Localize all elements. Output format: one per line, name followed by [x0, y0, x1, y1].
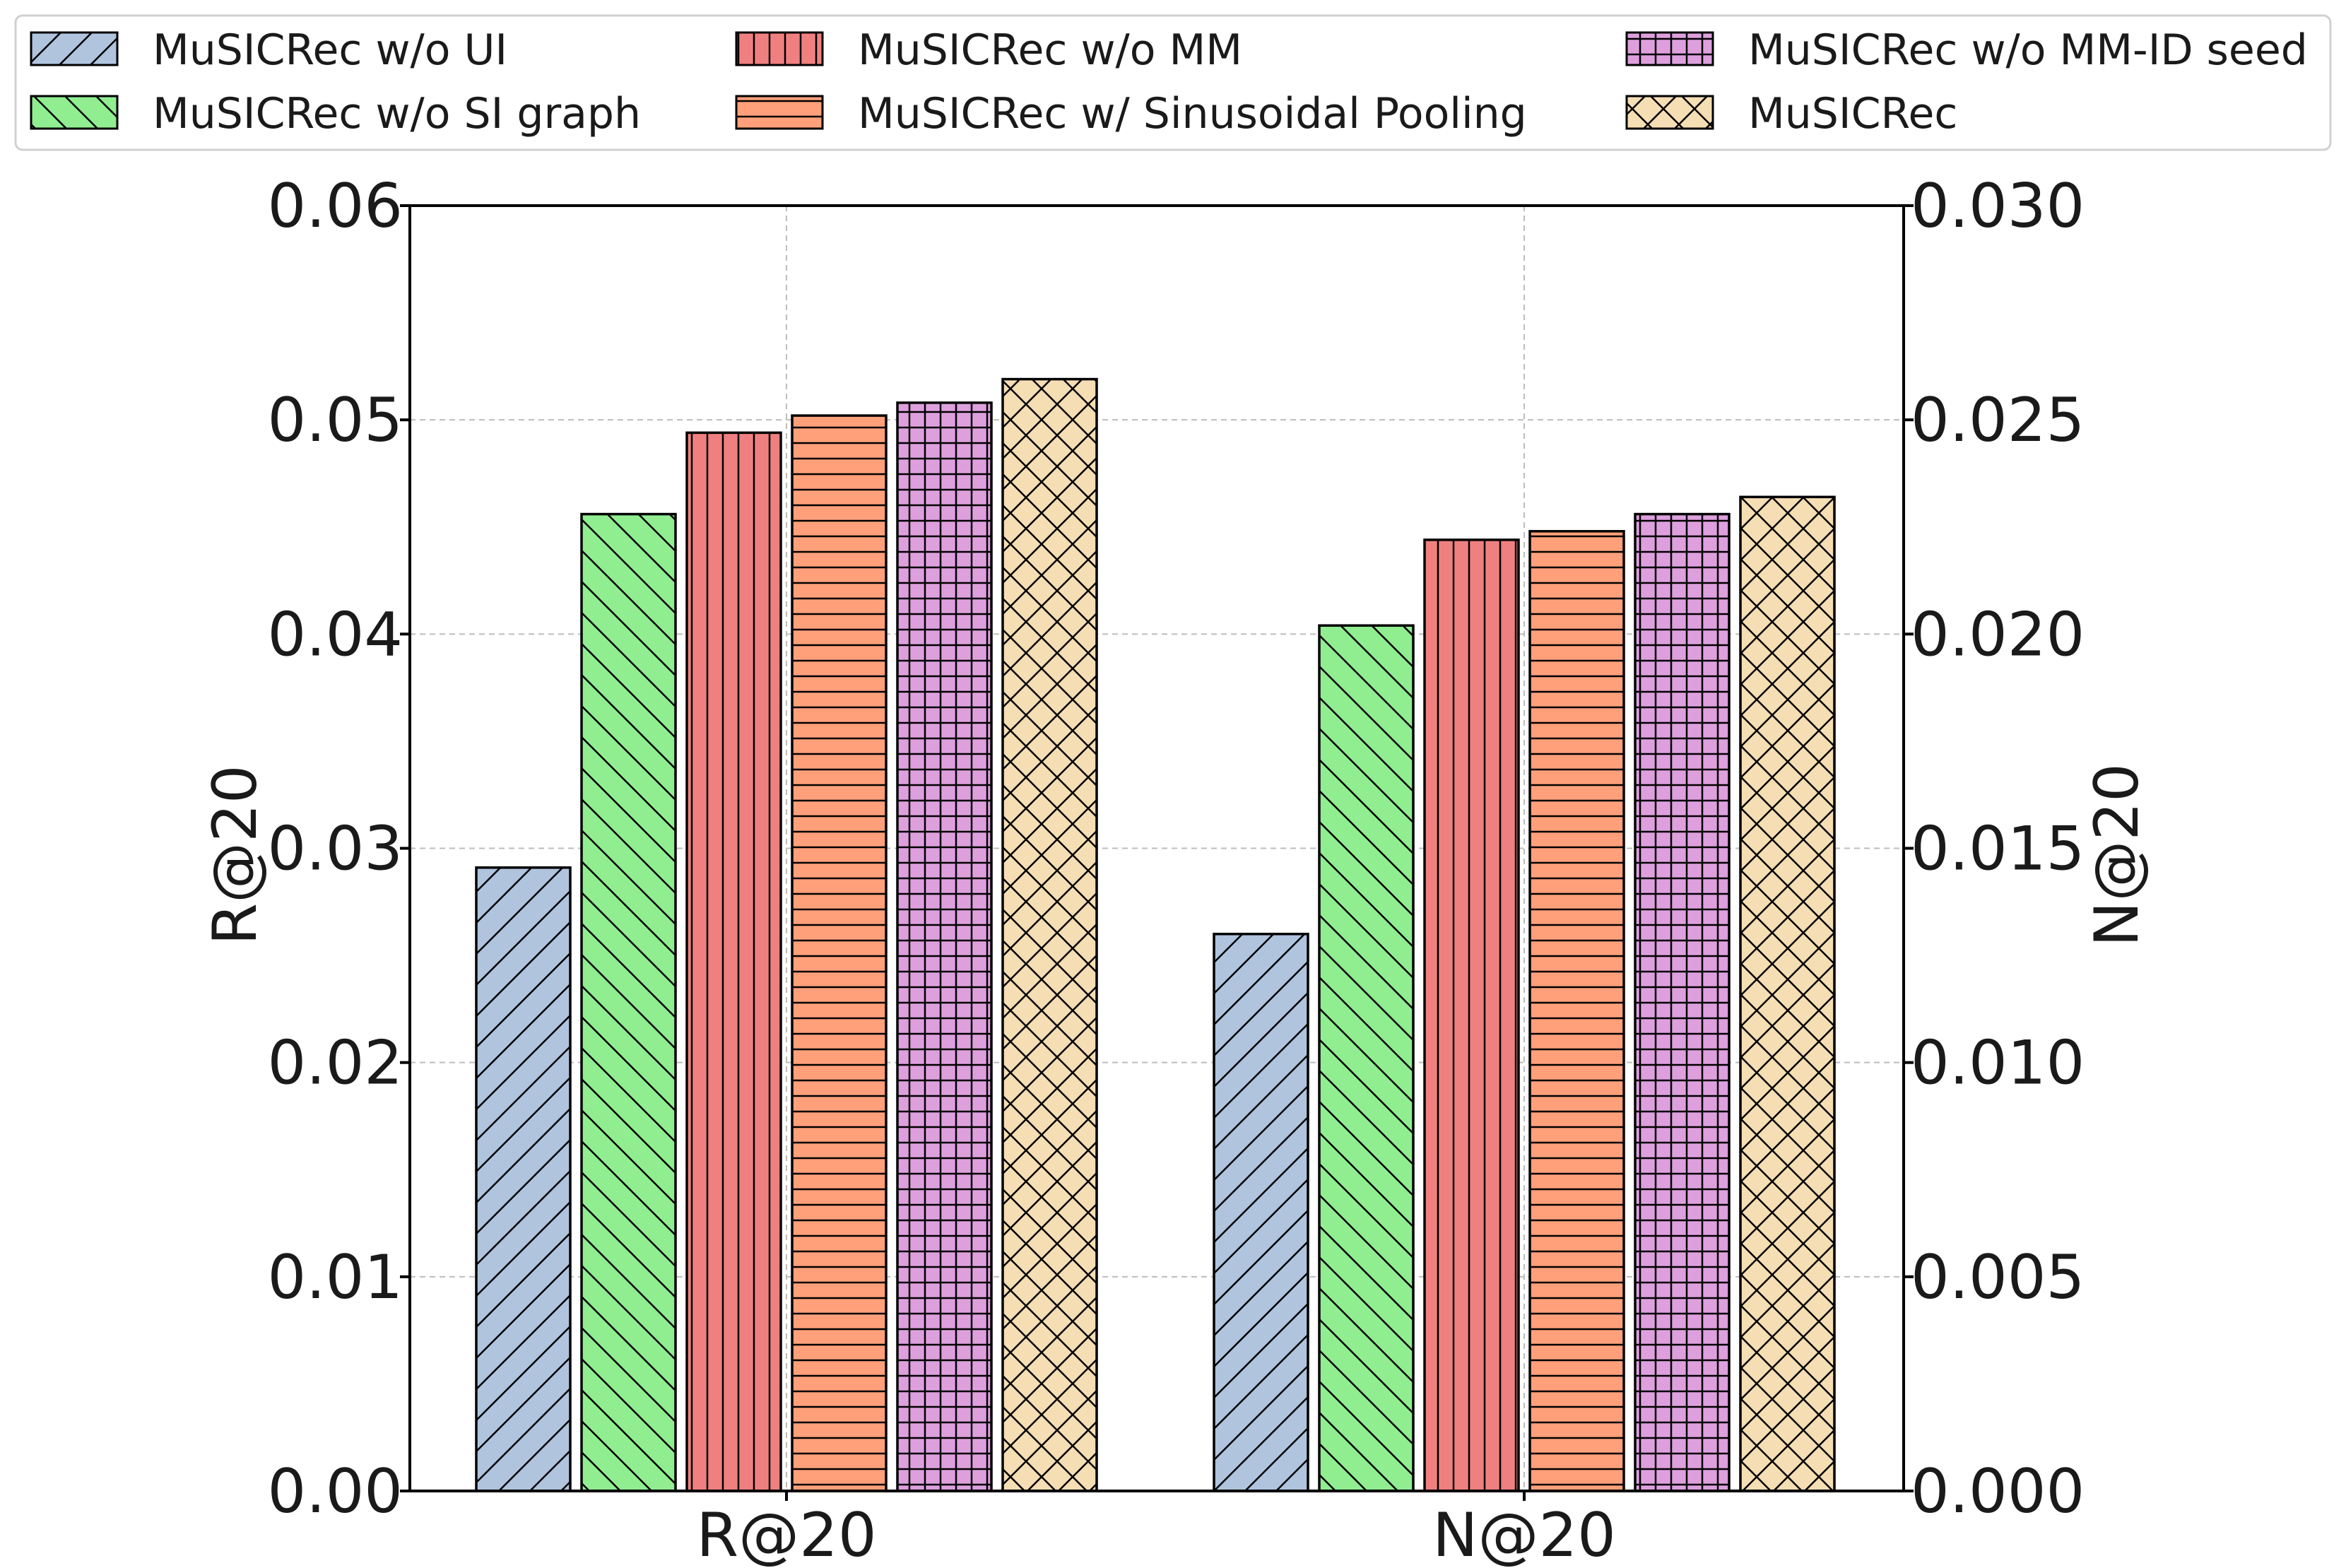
bar-musicrec-w-o-ui-n-20 — [1213, 933, 1309, 1492]
bar-musicrec-w-o-si-graph-r-20 — [580, 512, 677, 1492]
left-tick-label: 0.05 — [268, 385, 403, 456]
bar-musicrec-w-o-ui-r-20 — [475, 866, 572, 1492]
right-tick-label: 0.010 — [1911, 1028, 2085, 1099]
right-axis-title: N@20 — [2082, 763, 2152, 947]
left-tick-label: 0.04 — [268, 599, 403, 670]
bar-hatch — [792, 415, 886, 1492]
bar-musicrec-w-o-mm-id-seed-n-20 — [1634, 512, 1731, 1492]
bar-musicrec-w-o-mm-id-seed-r-20 — [896, 401, 993, 1492]
bar-hatch — [897, 402, 991, 1491]
legend-swatch-hatch — [1625, 95, 1714, 130]
bar-hatch — [582, 514, 676, 1491]
bar-musicrec-w-o-mm-n-20 — [1423, 538, 1520, 1492]
legend-swatch-hatch — [30, 95, 119, 130]
left-axis-title: R@20 — [200, 765, 271, 945]
bar-hatch — [1530, 531, 1624, 1491]
bar-hatch — [1740, 497, 1834, 1491]
left-tick-label: 0.02 — [268, 1028, 403, 1099]
right-tick-label: 0.005 — [1911, 1242, 2085, 1313]
bar-hatch — [1635, 514, 1729, 1491]
bar-hatch — [476, 867, 570, 1491]
bar-musicrec-n-20 — [1739, 495, 1836, 1492]
legend-item-musicrec-w-o-ui: MuSICRec w/o UI — [30, 25, 507, 75]
legend-item-musicrec-w-o-mm: MuSICRec w/o MM — [735, 25, 1242, 75]
right-tick-label: 0.020 — [1911, 599, 2085, 670]
right-tick-label: 0.025 — [1911, 385, 2085, 456]
right-tick-label: 0.015 — [1911, 814, 2085, 885]
legend-swatch-hatch — [735, 95, 824, 130]
legend-label: MuSICRec w/o MM — [858, 25, 1242, 75]
legend-label: MuSICRec — [1748, 89, 1957, 138]
bar-hatch — [1319, 625, 1413, 1491]
left-tick-label: 0.01 — [268, 1242, 403, 1313]
legend-item-musicrec-w-sinusoidal-pooling: MuSICRec w/ Sinusoidal Pooling — [735, 89, 1527, 138]
left-tick-label: 0.00 — [268, 1456, 403, 1527]
legend-swatch-hatch — [735, 31, 824, 66]
legend: MuSICRec w/o UI MuSICRec w/o SI graph MuSI… — [14, 14, 2332, 151]
legend-label: MuSICRec w/o UI — [153, 25, 507, 75]
right-tick-label: 0.000 — [1911, 1456, 2085, 1527]
bar-hatch — [1425, 539, 1519, 1492]
legend-swatch-hatch — [1625, 31, 1714, 66]
bar-musicrec-w-sinusoidal-pooling-r-20 — [791, 414, 888, 1492]
bar-musicrec-w-sinusoidal-pooling-n-20 — [1528, 530, 1625, 1492]
legend-item-musicrec-w-o-si-graph: MuSICRec w/o SI graph — [30, 89, 641, 138]
legend-frame — [14, 14, 2332, 151]
bars-layer — [475, 377, 1836, 1492]
bar-hatch — [1214, 933, 1308, 1491]
legend-swatch-hatch — [30, 31, 119, 66]
x-tick-label-n-20: N@20 — [1432, 1500, 1616, 1568]
legend-item-musicrec-w-o-mm-id-seed: MuSICRec w/o MM-ID seed — [1625, 25, 2308, 75]
legend-item-musicrec: MuSICRec — [1625, 89, 1957, 138]
left-tick-label: 0.06 — [268, 171, 403, 242]
legend-label: MuSICRec w/o SI graph — [153, 89, 641, 138]
bar-musicrec-w-o-mm-r-20 — [685, 431, 782, 1492]
ticks-layer: 0.00 0.000 0.01 0.005 0.02 0.010 0.03 0.015 0.04… — [268, 171, 2085, 1568]
left-tick-label: 0.03 — [268, 814, 403, 885]
bar-hatch — [687, 432, 781, 1491]
bar-musicrec-r-20 — [1001, 377, 1098, 1492]
x-tick-label-r-20: R@20 — [696, 1500, 876, 1568]
bar-hatch — [1003, 379, 1097, 1492]
legend-label: MuSICRec w/o MM-ID seed — [1748, 25, 2308, 75]
bar-musicrec-w-o-si-graph-n-20 — [1318, 624, 1415, 1492]
legend-label: MuSICRec w/ Sinusoidal Pooling — [858, 89, 1527, 138]
right-tick-label: 0.030 — [1911, 171, 2085, 242]
